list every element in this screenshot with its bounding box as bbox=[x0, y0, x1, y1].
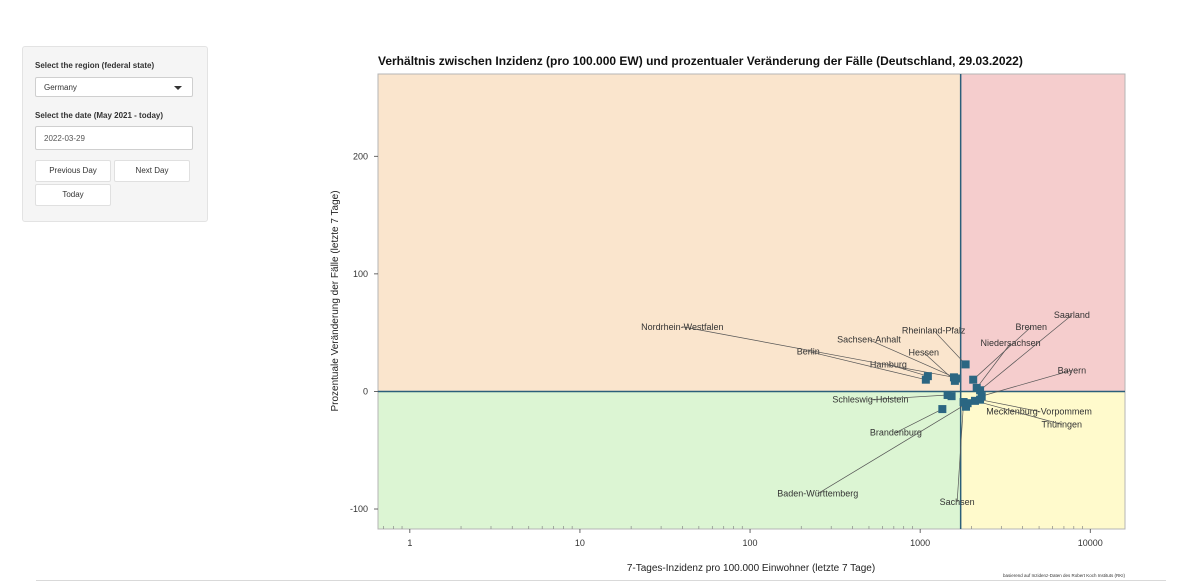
y-tick-label: 100 bbox=[353, 269, 368, 279]
previous-day-button[interactable]: Previous Day bbox=[35, 160, 111, 182]
point-label: Mecklenburg-Vorpommem bbox=[986, 406, 1092, 416]
y-tick-label: -100 bbox=[350, 504, 368, 514]
x-tick-label: 10 bbox=[575, 538, 585, 548]
y-tick-label: 0 bbox=[363, 386, 368, 396]
point-label: Thüringen bbox=[1042, 419, 1083, 429]
point-label: Bremen bbox=[1016, 322, 1048, 332]
leader-line bbox=[974, 400, 1062, 425]
date-input-label: Select the date (May 2021 - today) bbox=[35, 111, 164, 120]
point-label: Rheinland-Pfalz bbox=[902, 325, 966, 335]
x-tick-label: 100 bbox=[743, 538, 758, 548]
leader-line bbox=[972, 326, 1032, 380]
x-tick-label: 10000 bbox=[1078, 538, 1103, 548]
leader-line bbox=[981, 369, 1073, 397]
leader-line bbox=[870, 394, 948, 401]
point-label: Nordrhein-Westfalen bbox=[641, 322, 723, 332]
data-point bbox=[972, 383, 981, 392]
leader-line bbox=[817, 402, 968, 495]
leader-line bbox=[682, 326, 955, 378]
point-label: Niedersachsen bbox=[981, 338, 1041, 348]
today-button[interactable]: Today bbox=[35, 184, 111, 206]
x-tick-label: 1000 bbox=[910, 538, 930, 548]
quadrant-top-left bbox=[378, 74, 961, 392]
chart-caption: basierend auf Inzidenz-Daten des Robert … bbox=[1003, 573, 1126, 578]
leader-line bbox=[956, 402, 964, 502]
y-tick-label: 200 bbox=[353, 151, 368, 161]
next-day-button[interactable]: Next Day bbox=[114, 160, 190, 182]
leader-line bbox=[980, 399, 1040, 412]
data-point bbox=[921, 375, 930, 384]
date-input-value: 2022-03-29 bbox=[44, 134, 85, 143]
data-point bbox=[947, 392, 956, 401]
region-select-value: Germany bbox=[44, 83, 77, 92]
point-label: Saarland bbox=[1054, 310, 1090, 320]
data-point bbox=[962, 402, 971, 411]
leader-line bbox=[868, 339, 958, 379]
point-label: Sachsen bbox=[940, 497, 975, 507]
leader-line bbox=[933, 330, 966, 365]
region-select[interactable]: Germany bbox=[35, 77, 193, 97]
leader-line bbox=[895, 408, 943, 433]
point-label: Bayern bbox=[1058, 365, 1087, 375]
chevron-down-icon bbox=[174, 86, 182, 90]
data-point bbox=[969, 375, 978, 384]
data-point bbox=[976, 395, 985, 404]
quadrant-bottom-left bbox=[378, 391, 961, 529]
point-label: Hessen bbox=[909, 348, 940, 358]
x-tick-label: 1 bbox=[407, 538, 412, 548]
leader-line bbox=[923, 352, 956, 382]
point-label: Hamburg bbox=[870, 359, 907, 369]
leader-line bbox=[808, 351, 926, 381]
data-point bbox=[970, 396, 979, 405]
point-label: Brandenburg bbox=[870, 428, 922, 438]
bottom-divider bbox=[36, 580, 1166, 581]
region-select-label: Select the region (federal state) bbox=[35, 61, 155, 70]
leader-line bbox=[976, 343, 1011, 389]
chart-title: Verhältnis zwischen Inzidenz (pro 100.00… bbox=[378, 54, 1023, 68]
point-label: Sachsen-Anhalt bbox=[837, 335, 901, 345]
plot-border bbox=[377, 73, 1126, 530]
point-label: Baden-Württemberg bbox=[777, 489, 858, 499]
point-label: Schleswig-Holstein bbox=[832, 395, 908, 405]
data-point bbox=[961, 360, 970, 369]
plot-area: 1 10 100 1000 10000 -100 0 100 200 Saarland Bremen… bbox=[350, 73, 1126, 548]
data-point bbox=[938, 405, 947, 414]
x-axis-label: 7-Tages-Inzidenz pro 100.000 Einwohner (… bbox=[627, 563, 875, 574]
date-input[interactable]: 2022-03-29 bbox=[35, 126, 193, 150]
leader-line bbox=[979, 314, 1073, 391]
point-label: Berlin bbox=[797, 346, 820, 356]
data-point bbox=[949, 373, 958, 382]
sidebar-panel: Select the region (federal state) German… bbox=[22, 46, 208, 222]
y-axis-label: Prozentuale Veränderung der Fälle (letzt… bbox=[330, 190, 341, 411]
quadrant-bottom-right bbox=[960, 391, 1125, 529]
